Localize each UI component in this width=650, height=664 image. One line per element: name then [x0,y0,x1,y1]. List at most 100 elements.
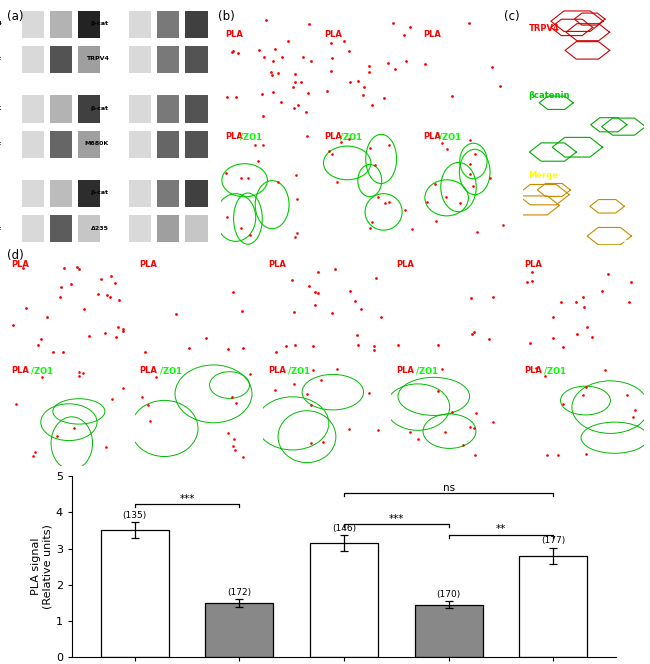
Bar [519,556,588,657]
Point [118,325,128,336]
Point [113,322,124,333]
Text: Δ235: Δ235 [90,226,109,230]
Bar [185,215,207,242]
Point [370,272,381,283]
Point [250,140,260,151]
Point [404,427,415,438]
Point [367,100,377,110]
Text: /ZO1: /ZO1 [439,132,461,141]
Point [580,382,591,392]
Point [464,169,474,180]
Point [118,324,128,335]
Point [84,331,94,341]
Text: PLA: PLA [268,260,285,269]
Point [488,416,499,427]
Point [298,51,309,62]
Point [467,329,477,339]
Point [304,19,315,29]
Point [540,371,551,381]
Point [55,282,66,293]
Point [313,266,323,277]
Point [227,392,237,402]
Point [21,303,31,313]
Point [257,88,267,99]
Text: PLA: PLA [225,30,242,39]
Point [379,92,389,103]
Point [228,46,239,56]
Text: **: ** [496,525,506,535]
Point [332,363,342,374]
Point [358,90,369,100]
Bar [50,96,72,122]
Point [231,92,241,103]
Point [353,340,363,351]
Point [527,276,538,286]
Point [301,107,311,118]
Point [228,440,239,451]
Point [229,445,240,456]
Point [447,407,457,418]
Text: /ZO1: /ZO1 [544,367,566,375]
Text: PLA: PLA [396,367,414,375]
Point [433,386,443,396]
Point [447,91,457,102]
Point [290,69,300,80]
Text: /ZO1: /ZO1 [240,132,262,141]
Point [271,347,281,357]
Point [302,388,313,399]
Point [558,399,568,410]
Point [36,372,47,382]
Point [363,60,374,71]
Point [36,333,46,344]
Point [344,424,354,435]
Bar [129,215,151,242]
Point [277,51,287,62]
Point [228,434,239,444]
Point [372,191,383,202]
Point [629,412,639,422]
Point [556,297,566,307]
Point [336,136,346,147]
Point [233,48,243,58]
Point [440,426,450,437]
Point [78,367,88,378]
Text: ns: ns [443,483,455,493]
Point [547,311,558,322]
Text: PLA: PLA [140,260,157,269]
Y-axis label: PLA signal
(Relative units): PLA signal (Relative units) [31,525,53,609]
Bar [185,96,207,122]
Text: (177): (177) [541,537,566,545]
Point [73,367,84,378]
Point [307,341,318,352]
Point [624,297,634,307]
Point [380,198,390,208]
Text: 7d: 7d [528,11,541,19]
Point [102,290,112,301]
Point [227,46,237,57]
Bar [21,215,44,242]
Point [367,217,378,228]
Point [326,38,337,48]
Point [373,424,384,435]
Point [317,436,328,447]
Point [582,322,592,333]
Point [183,342,194,353]
Point [140,347,150,357]
Point [597,286,607,297]
Point [393,340,403,351]
Point [289,103,299,114]
Point [244,230,255,241]
Point [578,390,588,400]
Text: βcatenin: βcatenin [528,91,570,100]
Point [359,82,370,92]
Point [548,332,558,343]
Text: PLA: PLA [225,132,242,141]
Point [151,372,161,382]
Point [344,286,355,297]
Point [401,56,411,66]
Point [369,341,379,351]
Point [470,450,480,461]
Point [58,347,68,358]
Text: (a): (a) [6,10,23,23]
Point [254,45,265,56]
